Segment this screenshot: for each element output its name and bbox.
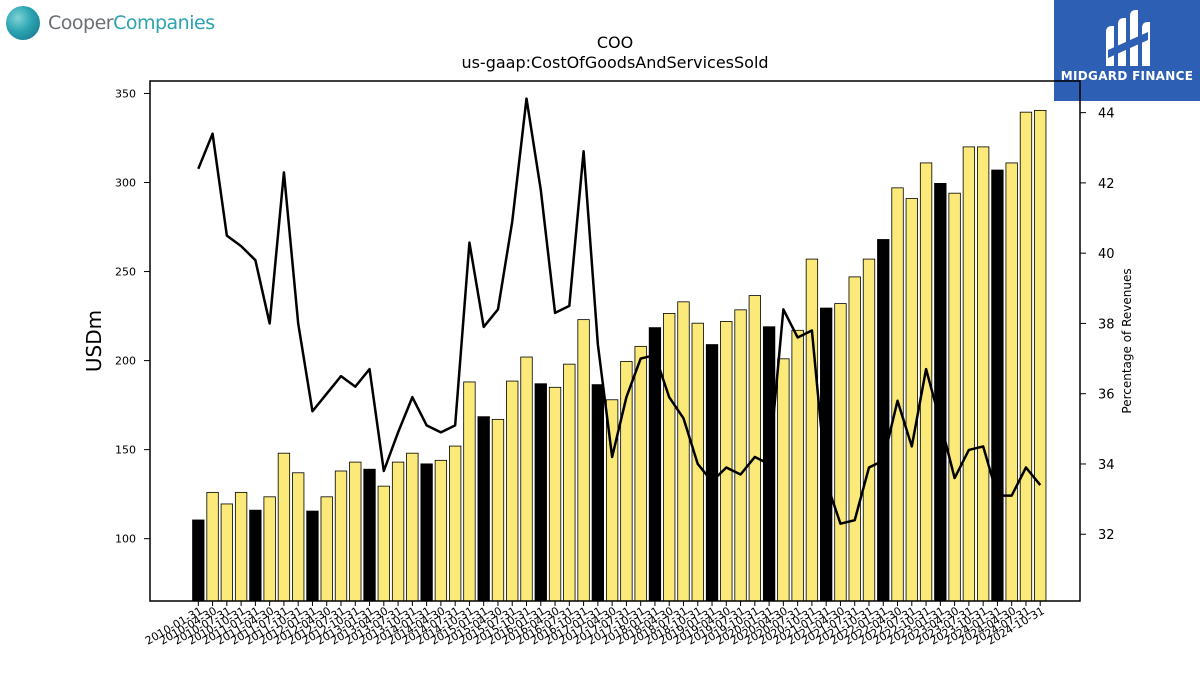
- bar-2012-10-31: [349, 461, 362, 602]
- y-tick-label: 150: [115, 444, 136, 457]
- bar-2013-10-31: [406, 452, 419, 602]
- bar-2020-10-31: [805, 258, 819, 602]
- y2-tick-label: 34: [1098, 458, 1115, 473]
- bar-2023-10-31: [977, 146, 990, 602]
- chart-subtitle: us-gaap:CostOfGoodsAndServicesSold: [461, 53, 769, 72]
- bar-2016-10-31: [577, 319, 590, 602]
- bar-2012-07-31: [334, 470, 348, 602]
- bar-2024-10-31: [1034, 109, 1047, 602]
- bar-2019-10-31: [748, 295, 761, 602]
- bar-2016-01-31: [534, 383, 547, 602]
- bar-2011-10-31: [292, 472, 305, 602]
- plot-frame: [149, 80, 1081, 602]
- bar-2024-04-30: [1005, 162, 1018, 602]
- bar-2021-04-30: [834, 303, 847, 602]
- y2-axis-label: Percentage of Revenues: [1120, 268, 1134, 413]
- chart-title: COO: [596, 33, 634, 52]
- bar-2020-04-30: [777, 358, 790, 602]
- y2-tick-label: 44: [1098, 107, 1115, 122]
- bar-2024-07-31: [1019, 111, 1033, 602]
- y-tick-label: 100: [115, 533, 136, 546]
- bar-2011-01-31: [249, 509, 262, 602]
- bar-2014-04-30: [434, 459, 448, 602]
- bar-2014-10-31: [463, 381, 476, 602]
- bar-2014-07-31: [449, 445, 462, 602]
- bar-2022-07-31: [905, 198, 918, 602]
- bar-2013-01-31: [363, 468, 376, 602]
- midgard-finance-name: MIDGARD FINANCE: [1060, 69, 1194, 83]
- midgard-m-icon: [1106, 10, 1150, 66]
- bar-2017-01-31: [591, 384, 605, 602]
- bar-2020-07-31: [791, 329, 804, 602]
- bar-2018-07-31: [677, 301, 690, 602]
- y2-tick-label: 38: [1098, 317, 1115, 332]
- bar-2012-04-30: [320, 496, 333, 602]
- y2-tick-label: 40: [1098, 247, 1115, 262]
- bar-2021-07-31: [848, 276, 861, 602]
- bar-2024-01-31: [991, 169, 1004, 602]
- y-axis-label: USDm: [82, 310, 106, 372]
- bar-2012-01-31: [306, 510, 319, 602]
- bar-2014-01-31: [420, 463, 433, 602]
- right-axis-ticks: 32 34 36 38 40 42 44: [1080, 107, 1115, 543]
- bar-series: [192, 109, 1047, 602]
- bar-2023-01-31: [934, 182, 947, 602]
- y2-tick-label: 32: [1098, 528, 1115, 543]
- bar-2016-04-30: [548, 386, 562, 602]
- bar-2010-04-30: [206, 491, 219, 602]
- bar-2017-10-31: [634, 345, 647, 602]
- cooper-globe-icon: [6, 6, 40, 40]
- midgard-finance-logo: MIDGARD FINANCE: [1054, 0, 1200, 101]
- bar-2010-10-31: [234, 491, 248, 602]
- bar-2018-04-30: [663, 312, 676, 602]
- bar-2010-01-31: [192, 519, 205, 602]
- y-tick-label: 200: [115, 355, 136, 368]
- y-tick-label: 250: [115, 266, 136, 279]
- y-tick-label: 300: [115, 177, 136, 190]
- bar-2022-04-30: [891, 187, 904, 602]
- bar-2021-10-31: [862, 258, 876, 602]
- bar-2023-04-30: [948, 192, 961, 602]
- percentage-line: [197, 97, 1042, 525]
- left-axis-ticks: 100 150 200 250 300 350: [115, 87, 150, 546]
- bar-2015-07-31: [506, 380, 519, 602]
- bar-2022-01-31: [877, 239, 890, 602]
- bar-2016-07-31: [563, 363, 576, 602]
- bar-2015-04-30: [491, 418, 505, 602]
- bar-2021-01-31: [820, 307, 833, 602]
- y2-tick-label: 36: [1098, 388, 1115, 403]
- bar-2015-01-31: [477, 416, 490, 602]
- bar-2019-07-31: [734, 309, 747, 602]
- bar-2019-04-30: [720, 321, 733, 602]
- cooper-companies-logo: CooperCompanies: [4, 4, 215, 44]
- logo-word-companies: Companies: [113, 12, 215, 34]
- bar-2011-04-30: [263, 496, 276, 602]
- bar-2019-01-31: [705, 344, 719, 602]
- bar-2013-04-30: [377, 485, 390, 602]
- bar-2015-10-31: [520, 356, 533, 602]
- bar-2010-07-31: [220, 503, 233, 602]
- logo-word-cooper: Cooper: [48, 12, 114, 34]
- bar-2023-07-31: [962, 146, 976, 602]
- y2-tick-label: 42: [1098, 177, 1115, 192]
- x-axis-ticks: 2010-01-312010-04-302010-07-312010-10-31…: [143, 601, 1047, 648]
- bar-2011-07-31: [277, 452, 291, 602]
- y-tick-label: 350: [115, 87, 136, 100]
- cooper-companies-wordmark: CooperCompanies: [48, 12, 215, 34]
- bar-2013-07-31: [391, 461, 405, 602]
